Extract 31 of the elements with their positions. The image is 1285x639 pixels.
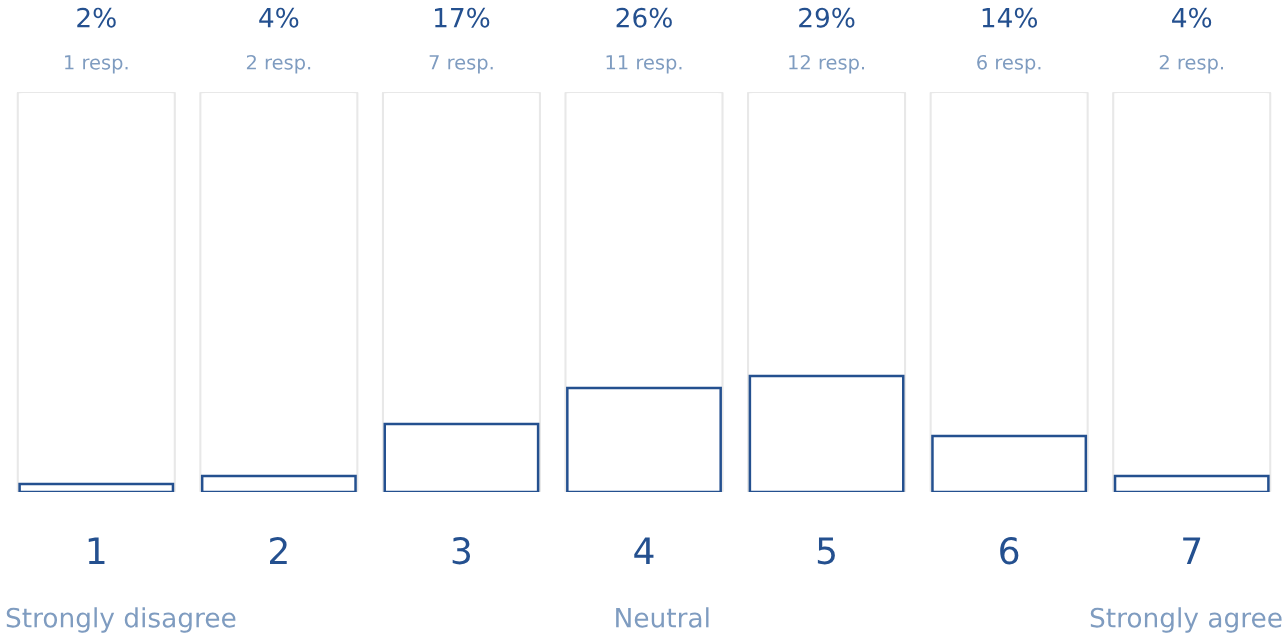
text: 1 resp.: [65, 55, 128, 74]
data-label: 29%: [799, 7, 855, 28]
text: Strongly agree: [1090, 607, 1282, 633]
text: 12 resp.: [789, 54, 865, 74]
text: 2 resp.: [246, 54, 311, 74]
bar: [200, 474, 357, 492]
data-label: 4%: [259, 7, 299, 28]
text: Neutral: [616, 607, 709, 628]
data-label: 26%: [616, 7, 672, 28]
text: 2 resp.: [1159, 54, 1223, 74]
data-label: 4%: [1172, 7, 1212, 28]
bar: [1113, 474, 1270, 492]
text: Strongly disagree: [6, 607, 236, 633]
bar: [931, 434, 1088, 492]
x-tick-label: 7: [1183, 537, 1201, 564]
text: 11 resp.: [606, 55, 682, 74]
bar: [748, 374, 905, 492]
x-tick-label: 2: [270, 537, 287, 564]
text: 7 resp.: [429, 55, 493, 74]
x-tick-label: 5: [817, 537, 835, 565]
data-label: 14%: [982, 7, 1038, 28]
x-tick-label: 3: [452, 537, 471, 565]
x-tick-label: 4: [634, 537, 654, 564]
bar: [566, 386, 722, 492]
x-tick-label: 1: [88, 537, 105, 564]
text: 6 resp.: [977, 54, 1041, 74]
bar: [383, 422, 540, 492]
data-label: 17%: [435, 7, 490, 28]
bar: [18, 482, 175, 492]
data-label: 2%: [77, 7, 116, 28]
x-tick-label: 6: [1000, 537, 1019, 565]
